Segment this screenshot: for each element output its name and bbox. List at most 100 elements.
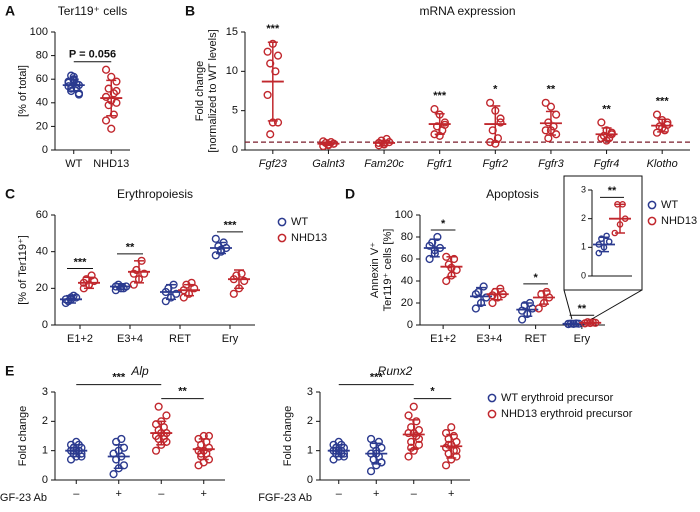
data-point	[414, 426, 424, 435]
inset-frame	[563, 175, 643, 291]
data-point	[112, 98, 121, 107]
data-point	[486, 98, 495, 107]
data-point	[197, 449, 206, 458]
y-tick-label: 3	[581, 184, 586, 194]
x-axis-label: FGF-23 Ab	[258, 492, 312, 504]
data-point	[101, 116, 111, 125]
data-point	[440, 118, 449, 127]
data-point	[607, 128, 616, 137]
data-point	[104, 84, 113, 93]
data-point	[552, 130, 561, 139]
data-point	[404, 411, 413, 420]
y-tick-label: 80	[401, 231, 413, 243]
y-tick-label: 0	[307, 474, 313, 486]
x-tick-label: E1+2	[67, 333, 93, 345]
data-point	[541, 98, 550, 107]
y-axis-label: Fold change	[194, 61, 206, 122]
y-axis-label: [% of total]	[17, 65, 29, 117]
data-point	[517, 306, 527, 315]
data-point	[273, 51, 283, 60]
data-point	[407, 423, 416, 432]
y-tick-label: 0	[232, 144, 238, 156]
x-tick-label: Ery	[574, 333, 591, 345]
legend-label: WT erythroid precursor	[501, 392, 614, 404]
data-point	[432, 122, 442, 131]
significance-label: ***	[112, 372, 126, 384]
legend-marker	[487, 409, 497, 419]
significance-label: **	[547, 84, 556, 96]
chart-title: Ter119⁺ cells	[58, 4, 127, 18]
data-point	[404, 452, 413, 461]
data-point	[366, 467, 376, 476]
data-point	[546, 102, 556, 111]
data-point	[271, 67, 280, 76]
legend-label: WT	[661, 199, 678, 211]
y-tick-label: 3	[42, 386, 48, 398]
x-tick-label: Fgfr2	[482, 158, 508, 170]
data-point	[541, 126, 550, 135]
data-point	[652, 128, 662, 137]
data-point	[140, 269, 149, 278]
data-point	[471, 290, 480, 299]
y-tick-label: 10	[226, 65, 238, 77]
data-point	[414, 440, 424, 449]
data-point	[64, 82, 73, 91]
data-point	[496, 114, 505, 123]
y-tick-label: 20	[36, 282, 48, 294]
legend-label: NHD13 erythroid precursor	[501, 408, 633, 420]
x-tick-label: RET	[525, 333, 547, 345]
significance-label: ***	[224, 220, 238, 232]
y-tick-label: 1	[42, 445, 48, 457]
data-point	[159, 434, 168, 444]
y-tick-label: 2	[42, 415, 48, 427]
data-point	[425, 254, 434, 264]
x-tick-label: +	[201, 488, 207, 500]
y-tick-label: 60	[36, 73, 48, 85]
data-point	[266, 59, 275, 68]
significance-label: **	[602, 103, 611, 115]
y-tick-label: 0	[42, 474, 48, 486]
data-point	[319, 137, 328, 146]
data-point	[517, 315, 527, 324]
x-tick-label: Fam20c	[364, 158, 404, 170]
data-point	[377, 458, 386, 467]
x-tick-label: –	[73, 488, 80, 500]
y-tick-label: 40	[401, 275, 413, 287]
data-point	[442, 276, 451, 286]
legend-marker	[277, 233, 287, 243]
data-point	[471, 304, 480, 313]
legend-label: NHD13	[291, 232, 327, 244]
legend-marker	[277, 217, 287, 227]
x-tick-label: +	[448, 488, 454, 500]
data-point	[425, 241, 434, 250]
y-tick-label: 40	[36, 97, 48, 109]
data-point	[452, 446, 461, 455]
data-point	[597, 118, 606, 127]
data-point	[534, 304, 543, 313]
x-tick-label: +	[116, 488, 122, 500]
x-tick-label: E3+4	[476, 333, 502, 345]
data-point	[151, 446, 161, 455]
data-point	[112, 86, 121, 96]
significance-label: *	[430, 386, 435, 398]
y-tick-label: 1	[581, 242, 586, 252]
significance-label: ***	[74, 256, 88, 268]
x-tick-label: Ery	[222, 333, 239, 345]
y-tick-label: 5	[232, 105, 238, 117]
data-point	[204, 431, 214, 441]
data-point	[229, 289, 238, 298]
data-point	[119, 284, 128, 293]
data-point	[107, 124, 116, 133]
data-point	[211, 234, 220, 243]
y-tick-label: 20	[401, 297, 413, 309]
data-point	[441, 461, 451, 470]
panel-label: C	[5, 186, 15, 202]
y-axis-label: Fold change	[282, 406, 294, 467]
data-point	[240, 276, 249, 286]
x-tick-label: Klotho	[647, 158, 678, 170]
y-tick-label: 60	[401, 253, 413, 265]
y-tick-label: 1	[307, 445, 313, 457]
x-tick-label: Fgfr1	[427, 158, 453, 170]
y-tick-label: 80	[36, 50, 48, 62]
